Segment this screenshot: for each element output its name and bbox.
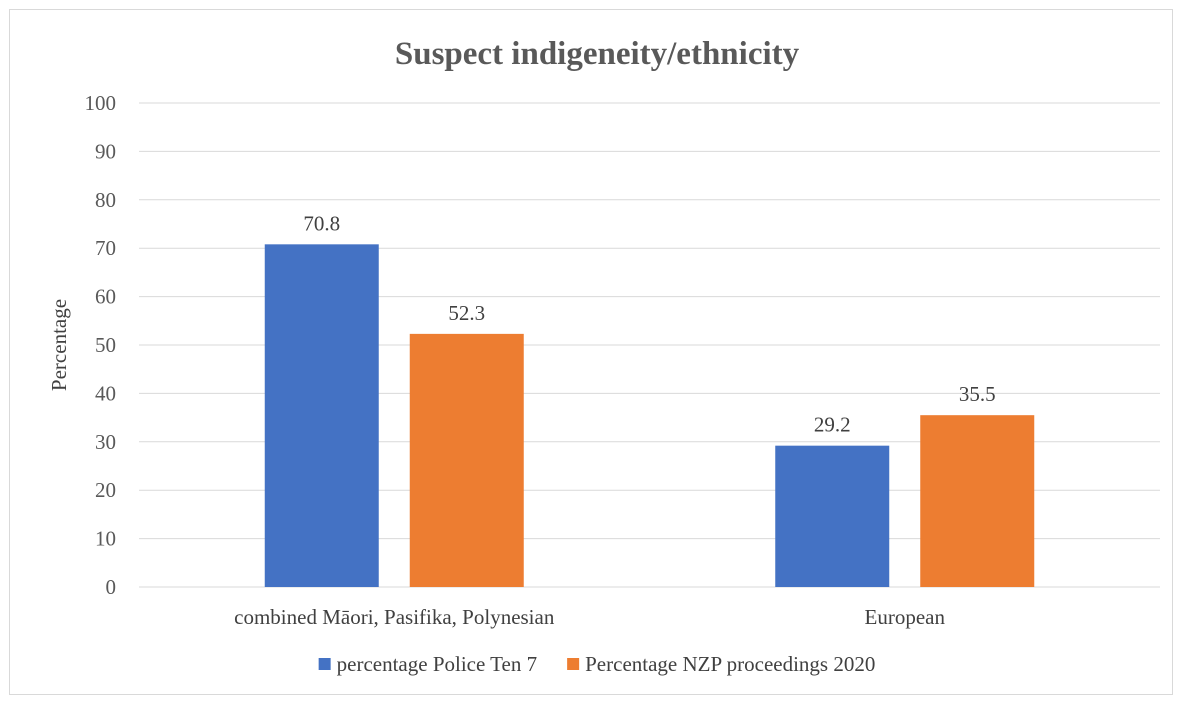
y-tick-label: 90 [95, 139, 116, 163]
data-label: 29.2 [814, 413, 851, 437]
data-label: 52.3 [448, 301, 485, 325]
y-tick-label: 30 [95, 430, 116, 454]
chart-title: Suspect indigeneity/ethnicity [395, 36, 800, 72]
y-tick-label: 40 [95, 381, 116, 405]
legend-swatch [567, 658, 580, 670]
y-tick-label: 60 [95, 285, 116, 309]
bar [264, 244, 379, 587]
legend-label: Percentage NZP proceedings 2020 [585, 652, 875, 676]
y-tick-label: 100 [85, 91, 117, 115]
category-label: combined Māori, Pasifika, Polynesian [234, 605, 555, 629]
y-tick-label: 50 [95, 333, 116, 357]
y-tick-label: 70 [95, 236, 116, 260]
bar [409, 333, 524, 587]
legend-label: percentage Police Ten 7 [337, 652, 537, 676]
y-tick-labels: 0 10 20 30 40 50 60 70 80 90 100 [85, 91, 117, 599]
data-label: 35.5 [959, 382, 996, 406]
legend: percentage Police Ten 7 Percentage NZP pr… [318, 652, 875, 676]
bar [775, 445, 890, 587]
bars [264, 244, 1035, 587]
data-labels: 70.8 52.3 29.2 35.5 [303, 211, 995, 436]
category-label: European [865, 605, 946, 629]
y-tick-label: 80 [95, 188, 116, 212]
bar [920, 415, 1035, 587]
category-labels: combined Māori, Pasifika, Polynesian Euro… [234, 605, 945, 629]
data-label: 70.8 [303, 211, 340, 235]
y-tick-label: 20 [95, 478, 116, 502]
y-tick-label: 0 [106, 575, 117, 599]
y-axis-label: Percentage [47, 299, 71, 391]
legend-swatch [318, 658, 331, 670]
y-tick-label: 10 [95, 527, 116, 551]
